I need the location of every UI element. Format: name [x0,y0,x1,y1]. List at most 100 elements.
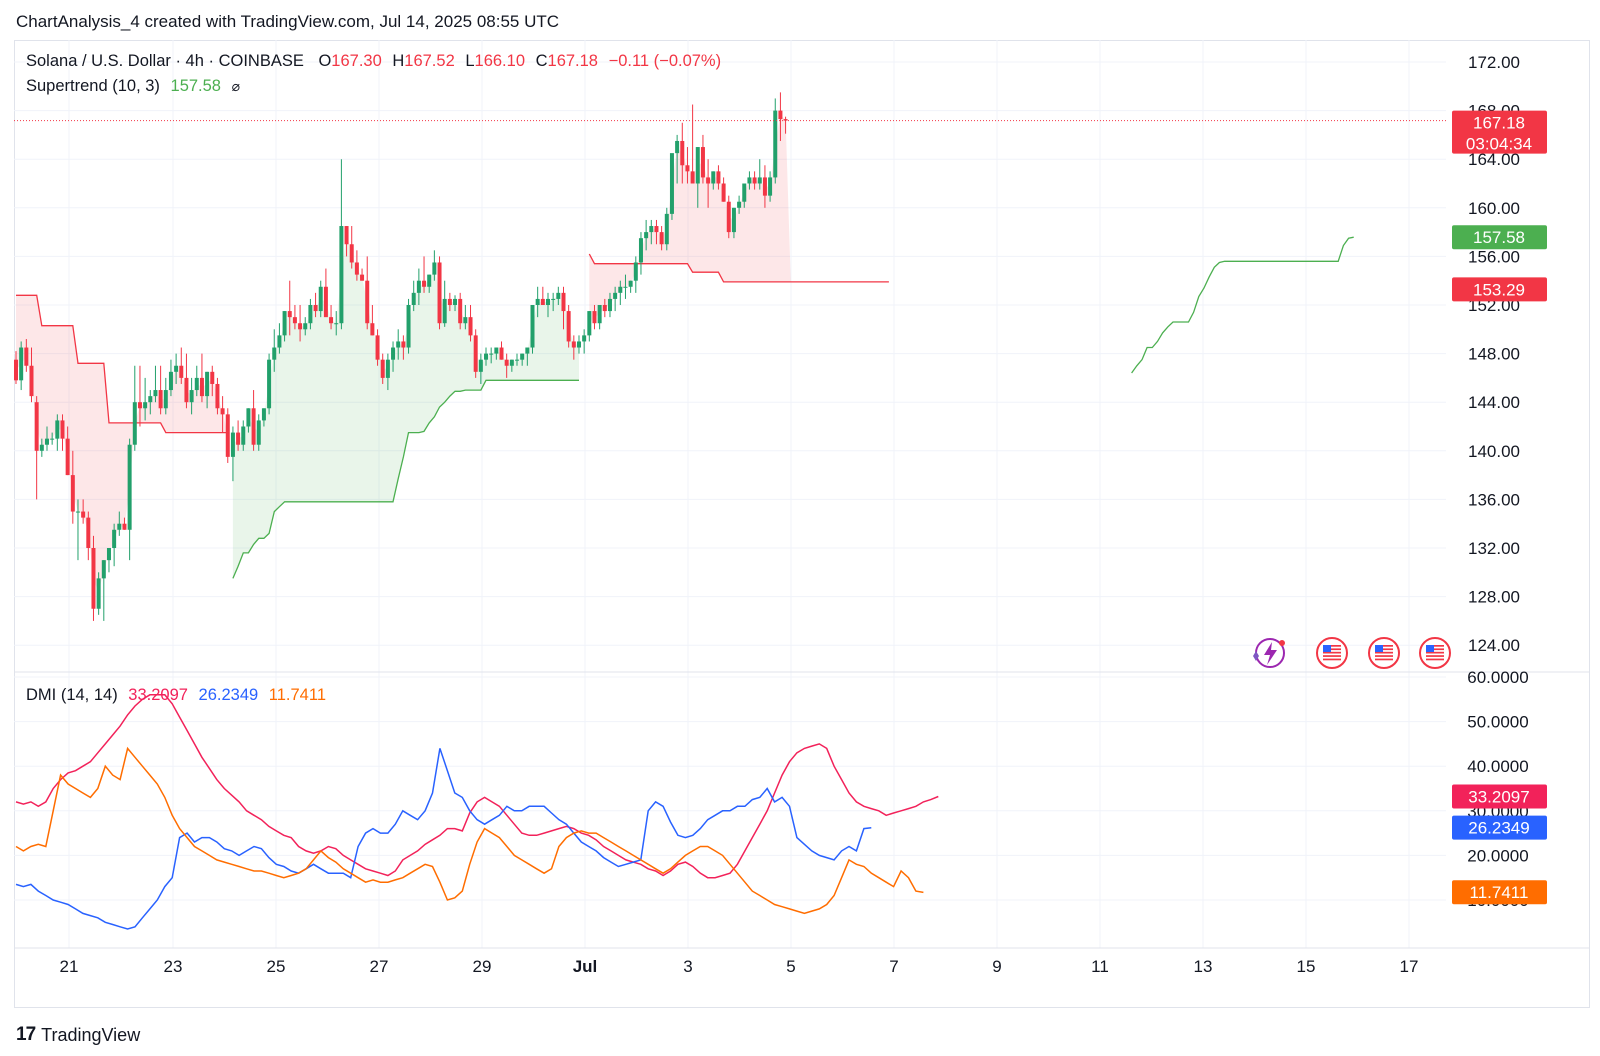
candle-body [241,426,246,445]
dmi-tick-label: 60.0000 [1467,668,1528,687]
us-flag-icon-2-stripe [1375,658,1393,661]
us-flag-icon-3 [1419,637,1451,669]
grid [14,40,1590,949]
candle-body [695,147,700,184]
time-tick-label: 17 [1400,957,1419,976]
event-icons[interactable] [1253,637,1451,669]
time-tick-label: Jul [573,957,598,976]
time-tick-label: 21 [60,957,79,976]
price-tags: 167.18 03:04:34 157.58 153.29 33.2097 26.2349… [1452,110,1547,905]
candle-body [396,341,401,348]
us-flag-icon-1 [1316,637,1348,669]
candle-body [298,323,303,330]
candle-body [205,371,210,397]
candle-body [199,377,204,397]
level-price-tag-text: 153.29 [1473,280,1525,299]
candle-body [664,213,669,245]
time-tick-label: 5 [786,957,795,976]
chart-frame [14,40,1590,1008]
supertrend-up-line [1131,236,1354,374]
candles [14,92,1446,621]
us-flag-icon-2-stripe [1375,645,1393,647]
candle-body [757,177,762,184]
supertrend-label[interactable]: Supertrend (10, 3) [26,77,160,95]
us-flag-icon-3-stripe [1426,658,1444,661]
candle-body [55,420,60,439]
time-axis[interactable]: 21 23 25 27 29 Jul 3 5 7 9 11 13 15 17 [60,957,1419,976]
low-label: L [465,52,475,70]
open-label: O [318,52,332,70]
us-flag-icon-3-stripe [1426,648,1444,651]
us-flag-icon-1-stripe [1323,655,1341,657]
candle-body [236,432,241,445]
time-tick-label: 3 [683,957,692,976]
candle-body [613,292,618,299]
candle-body [86,517,91,548]
chart-created-header: ChartAnalysis_4 created with TradingView… [16,12,560,31]
price-axis[interactable]: 172.00168.00164.00160.00156.00152.00148.… [1468,53,1520,655]
dmi-legend[interactable]: DMI (14, 14) 33.2097 26.2349 11.7411 [26,686,332,705]
lightning-bolt [1264,642,1277,665]
price-tick-label: 156.00 [1468,247,1520,266]
dmi-label[interactable]: DMI (14, 14) [26,686,118,704]
candle-body [132,402,137,445]
candle-body [515,359,520,361]
price-tick-label: 124.00 [1468,636,1520,655]
candle-body [344,226,349,245]
candle-body [153,390,158,397]
candle-body [267,359,272,409]
dmi-series-line [15,746,924,915]
candle-body [499,347,504,360]
candle-body [551,298,556,300]
candle-body [380,359,385,378]
candle-body [163,390,168,409]
candle-body [747,177,752,184]
candle-body [504,359,509,366]
candle-body [494,347,499,354]
price-tick-label: 148.00 [1468,345,1520,364]
dmi-series-line [15,694,939,879]
us-flag-icon-2-canton [1375,645,1383,652]
candle-body [184,377,189,403]
us-flag-icon-3-canton [1426,645,1434,652]
last-price-tag-text: 167.18 [1473,114,1525,133]
candle-body [644,232,649,239]
candle-body [39,444,44,451]
us-flag-icon-2-stripe [1375,651,1393,654]
supertrend-legend[interactable]: Supertrend (10, 3) 157.58 ⌀ [26,77,246,96]
candle-body [230,432,235,457]
level-price-tag-bg [1452,277,1547,302]
candle-body [339,226,344,324]
candle-body [174,365,179,372]
close-value: 167.18 [547,52,598,70]
price-tick-label: 164.00 [1468,150,1520,169]
symbol-name[interactable]: Solana / U.S. Dollar · 4h · COINBASE [26,52,304,70]
candle-body [158,390,163,409]
candle-body [29,365,34,397]
candle-body [349,244,354,263]
candle-body [726,201,731,233]
candle-body [576,341,581,348]
tradingview-footer[interactable]: 17 TradingView [16,1024,140,1046]
candle-body [251,408,256,445]
tradingview-logo-icon: 17 [16,1024,36,1045]
price-tick-label: 160.00 [1468,199,1520,218]
supertrend-down-fill [589,114,889,324]
candle-body [60,420,65,439]
candle-body [484,353,489,360]
dmi-series-line [15,748,872,930]
candle-body [50,438,55,440]
candle-body [65,438,70,476]
candle-body [370,323,375,336]
symbol-legend[interactable]: Solana / U.S. Dollar · 4h · COINBASE O 16… [26,52,727,71]
hide-indicator-icon[interactable]: ⌀ [231,78,241,94]
dmi-adx-value: 33.2097 [128,686,188,704]
tradingview-brand: TradingView [41,1024,141,1045]
candle-body [685,165,690,172]
candle-body [706,177,711,184]
candle-body [277,335,282,348]
candle-body [34,402,39,451]
price-tick-label: 144.00 [1468,393,1520,412]
dmi-minus-value: 11.7411 [268,686,326,704]
